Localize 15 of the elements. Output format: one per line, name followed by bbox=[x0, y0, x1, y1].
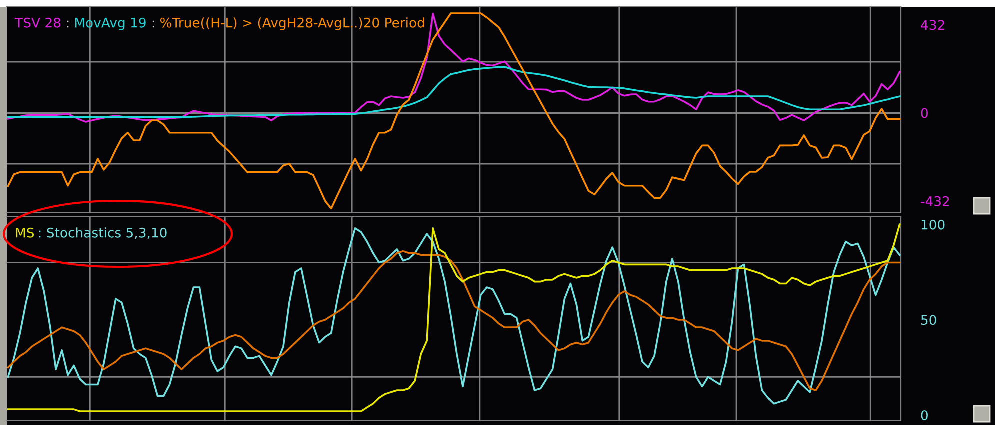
y-tick-label: -432 bbox=[921, 196, 950, 206]
y-tick-label: 100 bbox=[922, 220, 945, 230]
series-label: %True((H-L) > (AvgH28-AvgL..)20 Period bbox=[160, 18, 424, 30]
line-series bbox=[7, 12, 901, 123]
annotation: : bbox=[152, 20, 154, 28]
line-series bbox=[7, 66, 901, 118]
y-tick-label: 50 bbox=[921, 315, 936, 326]
annotation: : bbox=[67, 20, 69, 28]
y-tick-label: 0 bbox=[921, 410, 928, 420]
y-tick-label: 432 bbox=[921, 20, 944, 30]
line-series bbox=[7, 12, 901, 210]
line-series bbox=[7, 250, 901, 392]
text: MS bbox=[16, 228, 34, 238]
y-tick-label: 0 bbox=[921, 108, 928, 118]
text: TSV 28 bbox=[14, 18, 61, 28]
